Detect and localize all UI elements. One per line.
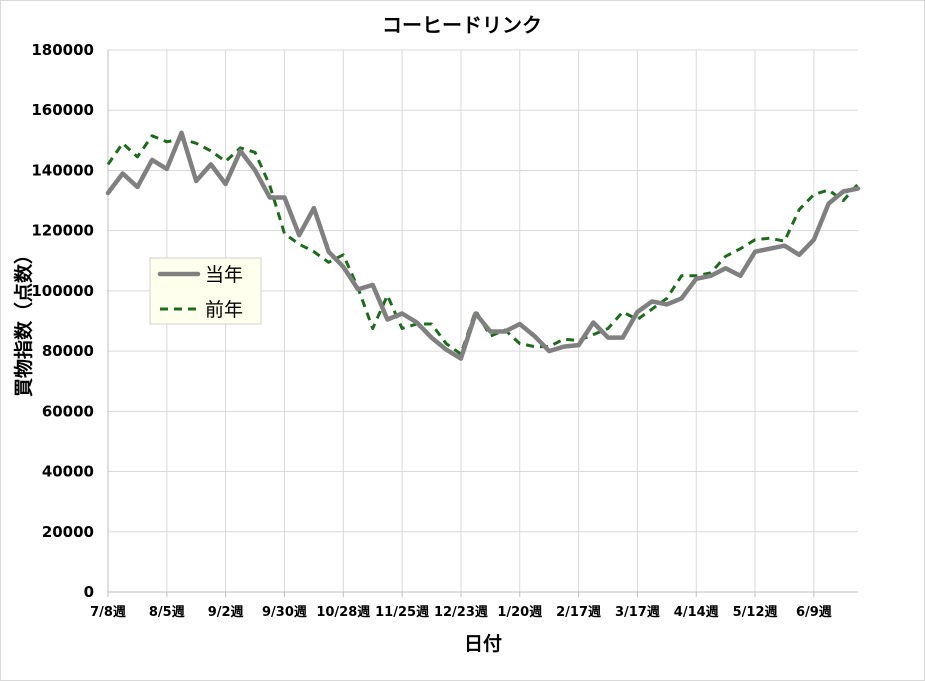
x-tick-label: 3/17週 (615, 605, 660, 620)
x-tick-label: 10/28週 (316, 605, 370, 620)
x-tick-label: 5/12週 (733, 605, 778, 620)
legend-label-current: 当年 (205, 264, 243, 286)
y-tick-label: 100000 (31, 282, 94, 300)
x-tick-label: 2/17週 (556, 605, 601, 620)
legend-box (149, 257, 262, 325)
chart-title: コーヒードリンク (382, 13, 542, 37)
y-tick-label: 40000 (42, 463, 94, 481)
x-tick-label: 9/30週 (262, 605, 307, 620)
x-tick-label: 1/20週 (497, 605, 542, 620)
x-axis-ticks: 7/8週 8/5週 9/2週 9/30週 10/28週 11/25週 12/23週 1/20週… (90, 605, 832, 620)
y-tick-label: 0 (84, 583, 94, 601)
legend-label-previous: 前年 (205, 299, 243, 321)
series-lines (105, 130, 861, 361)
x-tick-label: 6/9週 (796, 605, 832, 620)
y-tick-label: 180000 (31, 41, 94, 59)
series-line-current (105, 130, 861, 361)
x-axis-title: 日付 (464, 632, 502, 655)
y-tick-label: 80000 (42, 342, 94, 360)
x-tick-label: 11/25週 (375, 605, 429, 620)
y-axis-title: 買物指数（点数） (12, 245, 35, 397)
y-tick-label: 120000 (31, 222, 94, 240)
x-tick-label: 9/2週 (208, 605, 244, 620)
y-axis-ticks: 0 20000 40000 60000 80000 100000 120000 140000 1… (31, 41, 94, 601)
y-tick-label: 140000 (31, 161, 94, 179)
axes (107, 50, 858, 597)
x-tick-label: 7/8週 (90, 605, 126, 620)
x-tick-label: 12/23週 (434, 605, 488, 620)
y-tick-label: 60000 (42, 402, 94, 420)
x-tick-label: 8/5週 (149, 605, 185, 620)
legend: 当年 前年 (149, 257, 262, 325)
x-tick-label: 4/14週 (674, 605, 719, 620)
y-tick-label: 20000 (42, 523, 94, 541)
y-tick-label: 160000 (31, 101, 94, 119)
